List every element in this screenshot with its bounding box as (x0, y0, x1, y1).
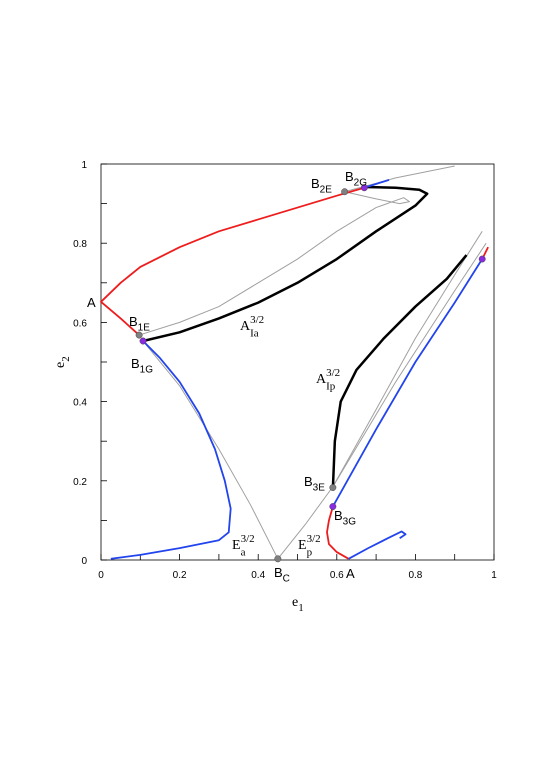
point-label-base: B (345, 169, 354, 184)
point-label-sub: 3G (343, 517, 357, 528)
annotation-base: A (316, 372, 327, 387)
point-label-sub: 2G (354, 178, 368, 189)
curve (138, 191, 411, 336)
point-label-base: B (129, 314, 138, 329)
annotation-sup: 3/2 (241, 533, 255, 545)
x-tick-label: 0.2 (173, 570, 187, 581)
curve (142, 185, 429, 343)
annotation-sub: Ip (326, 380, 336, 392)
annotation: A3/2 Ia (240, 314, 264, 339)
annotation-sub: Ia (250, 327, 259, 339)
point (274, 555, 282, 563)
curve (142, 231, 483, 560)
point (360, 184, 368, 192)
point-label-base: B (304, 474, 313, 489)
y-tick-label: 0.8 (73, 239, 87, 250)
x-tick-label: 0.6 (330, 570, 344, 581)
point-label: B2G (345, 169, 367, 189)
annotation: A (346, 566, 355, 581)
point-label: BC (274, 565, 290, 585)
point-label-sub: 1E (138, 323, 151, 334)
y-axis-label-sub: 2 (60, 356, 72, 362)
point-label: B3G (334, 508, 356, 528)
point-label: B3E (304, 474, 325, 494)
annotation: E3/2 p (298, 533, 321, 558)
point (135, 331, 143, 339)
y-axis-label: e2 (53, 356, 72, 368)
annotation-base: E (232, 538, 241, 553)
point-label-base: B (311, 176, 320, 191)
curve (348, 530, 407, 560)
point (329, 484, 337, 491)
x-tick-label: 0.4 (251, 570, 265, 581)
point-label-sub: 3E (313, 483, 326, 494)
curve (326, 506, 350, 560)
annotation-base: A (240, 319, 251, 334)
x-axis-label-sub: 1 (298, 602, 304, 614)
y-tick-label: 0.4 (73, 398, 87, 409)
point (329, 503, 337, 510)
point-label: B2E (311, 176, 332, 196)
point-label-sub: C (283, 574, 290, 585)
x-tick-label: 1 (491, 570, 497, 581)
annotation: A (87, 295, 96, 310)
y-tick-label: 0.2 (73, 477, 87, 488)
curve (100, 186, 365, 336)
point-label-sub: 2E (320, 185, 333, 196)
x-tick-label: 0 (98, 570, 104, 581)
y-tick-label: 0 (81, 556, 87, 567)
x-axis-label-base: e (292, 595, 298, 610)
annotation-sup: 3/2 (250, 314, 264, 326)
y-tick-label: 1 (81, 160, 87, 171)
point (341, 188, 349, 196)
x-axis-label: e1 (292, 595, 304, 614)
point-label-base: B (131, 356, 140, 371)
curve (331, 254, 468, 489)
curve (332, 242, 487, 487)
annotation-base: E (298, 538, 307, 553)
point-label-base: B (274, 565, 283, 580)
annotation: A3/2 Ip (316, 367, 340, 392)
curve (364, 178, 390, 189)
annotation-sub: p (307, 546, 313, 558)
annotation-sup: 3/2 (326, 367, 340, 379)
point-label-sub: 1G (140, 365, 154, 376)
annotation-sub: a (241, 546, 246, 558)
annotation-sup: 3/2 (307, 533, 321, 545)
annotation-base: A (87, 295, 96, 310)
point-label: B1G (131, 356, 153, 376)
point-label: B1E (129, 314, 150, 334)
annotation: E3/2 a (232, 533, 255, 558)
curve (332, 258, 483, 507)
annotation-base: A (346, 566, 355, 581)
y-axis-label-base: e (53, 362, 68, 368)
y-tick-label: 0.6 (73, 318, 87, 329)
point-label-base: B (334, 508, 343, 523)
x-tick-label: 0.8 (408, 570, 422, 581)
curve (110, 340, 232, 560)
point (139, 337, 147, 345)
point (478, 255, 486, 263)
